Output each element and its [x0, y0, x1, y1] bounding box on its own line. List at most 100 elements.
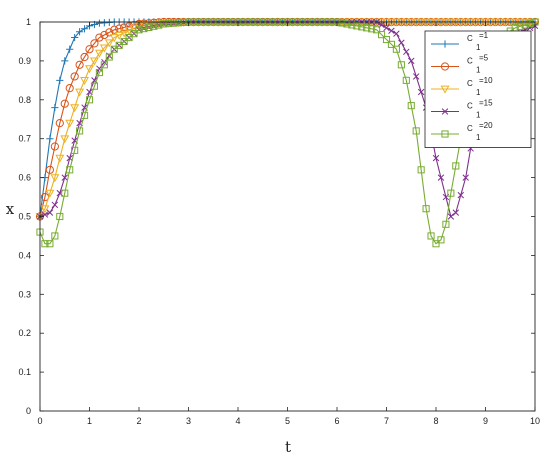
data-point — [76, 28, 84, 36]
data-point — [119, 29, 129, 38]
data-point — [46, 209, 54, 216]
data-point — [150, 22, 158, 30]
data-point — [432, 240, 440, 248]
x-tick-label: 3 — [186, 416, 191, 426]
axes-frame — [39, 21, 536, 412]
legend-marker — [441, 130, 449, 138]
legend-label-suffix: =1 — [479, 31, 489, 40]
legend-label-subscript: 1 — [476, 43, 481, 52]
y-tick-label: 0.8 — [18, 95, 31, 105]
data-point — [105, 53, 113, 61]
data-point — [412, 73, 420, 80]
data-point — [398, 39, 405, 46]
data-point — [392, 45, 400, 53]
data-point — [125, 34, 133, 42]
data-point — [417, 88, 425, 96]
data-point — [412, 127, 420, 135]
y-tick-label: 0.7 — [18, 134, 31, 144]
data-point — [447, 213, 455, 220]
data-point — [130, 30, 138, 38]
legend-label-suffix: =20 — [479, 121, 493, 130]
x-tick-label: 1 — [87, 416, 92, 426]
data-point — [427, 232, 435, 240]
data-point — [110, 45, 118, 53]
data-point — [75, 60, 84, 69]
data-point — [55, 119, 64, 128]
x-axis-label: t — [285, 438, 291, 456]
data-point — [165, 19, 173, 28]
data-point — [65, 84, 74, 93]
y-axis-label: x — [6, 200, 15, 218]
data-point — [100, 61, 108, 69]
data-point — [70, 104, 80, 113]
data-point — [140, 25, 148, 33]
data-point — [76, 127, 84, 135]
legend-label-suffix: =10 — [479, 76, 493, 85]
x-tick-label: 5 — [285, 416, 290, 426]
data-point — [407, 102, 415, 110]
legend-label: C — [467, 57, 473, 66]
x-tick-label: 0 — [37, 416, 42, 426]
data-point — [422, 205, 430, 213]
data-point — [175, 19, 183, 27]
data-point — [95, 33, 104, 42]
legend-entry: C =1 1 — [431, 31, 489, 52]
data-point — [110, 25, 119, 34]
data-point — [51, 232, 59, 240]
axes-layer: 0 1 2 3 4 5 6 7 8 9 10 0 0.1 0.2 0.3 0.4 0.5 0.6 0.7 0.8 0.9… — [18, 17, 540, 426]
data-point — [125, 22, 134, 31]
data-point — [85, 96, 94, 104]
data-point — [437, 236, 445, 244]
legend-entry: C =10 1 — [431, 76, 493, 97]
data-point — [115, 41, 123, 49]
x-tick-label: 6 — [334, 416, 339, 426]
x-tick-label: 7 — [384, 416, 389, 426]
y-tick-label: 0.9 — [18, 56, 31, 66]
data-point — [71, 146, 79, 154]
data-point — [452, 209, 460, 216]
data-point — [160, 20, 168, 28]
legend-marker — [441, 40, 449, 48]
data-point — [56, 212, 64, 221]
data-point — [95, 69, 103, 77]
data-point — [403, 48, 410, 56]
legend-marker — [441, 108, 449, 115]
data-point — [99, 44, 109, 53]
data-point — [139, 19, 149, 28]
data-point — [50, 174, 60, 183]
data-point — [104, 39, 114, 48]
data-point — [526, 19, 534, 28]
data-point — [40, 205, 50, 214]
data-point — [358, 23, 366, 31]
data-point — [377, 31, 386, 39]
legend-marker — [440, 62, 450, 71]
data-point — [60, 135, 70, 144]
legend-label-subscript: 1 — [476, 111, 481, 120]
legend-label-suffix: =5 — [479, 54, 489, 63]
legend-label: C — [467, 124, 473, 133]
x-tick-label: 4 — [235, 416, 240, 426]
data-point — [397, 61, 405, 69]
y-tick-label: 0.1 — [18, 367, 31, 377]
data-point — [51, 103, 59, 112]
data-point — [85, 65, 94, 74]
data-point — [41, 240, 49, 248]
legend-marker — [440, 85, 450, 94]
data-point — [109, 34, 119, 43]
data-point — [457, 191, 464, 199]
y-tick-label: 1 — [26, 17, 31, 27]
data-point — [114, 31, 124, 40]
data-point — [61, 57, 69, 65]
data-point — [368, 25, 376, 33]
x-tick-label: 2 — [136, 416, 141, 426]
y-tick-label: 0.2 — [18, 328, 31, 338]
data-point — [61, 174, 68, 181]
legend-label-subscript: 1 — [476, 133, 481, 142]
data-point — [90, 82, 99, 90]
data-point — [66, 45, 74, 53]
x-tick-label: 9 — [483, 416, 488, 426]
data-point — [417, 166, 425, 174]
data-point — [170, 19, 178, 27]
data-point — [61, 189, 69, 197]
data-point — [135, 26, 143, 34]
